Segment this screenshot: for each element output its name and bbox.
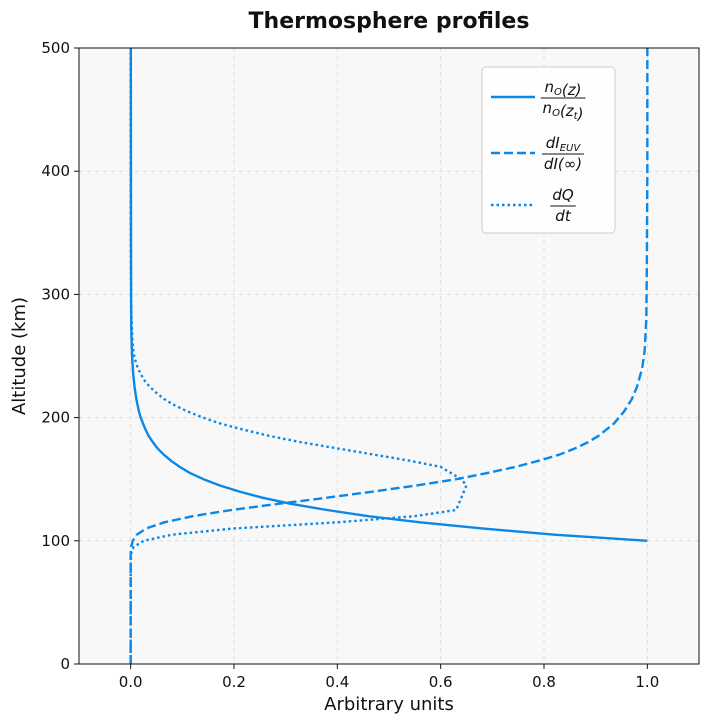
euv-intensity-line	[129, 48, 649, 664]
legend-entry-heating-rate: dQ dt	[491, 186, 576, 225]
legend-entry-euv-intensity-numerator: dIEUV	[546, 134, 582, 154]
y-tick-label: 200	[41, 409, 70, 427]
y-axis-label: Altitude (km)	[9, 297, 30, 415]
y-tick-label: 400	[41, 162, 70, 180]
x-axis: 0.0 0.2 0.4 0.6 0.8 1.0	[119, 664, 659, 691]
y-axis: 0 100 200 300 400 500	[41, 39, 79, 673]
legend-entry-neutral-oxygen-denominator: nO(zt)	[543, 99, 584, 123]
x-tick-label: 0.4	[325, 673, 349, 691]
plot-frame	[78, 47, 700, 665]
y-tick-label: 300	[41, 285, 70, 303]
legend-entry-neutral-oxygen-numerator: nO(z)	[545, 78, 582, 99]
legend-box	[481, 66, 616, 234]
x-axis-label: Arbitrary units	[324, 694, 454, 715]
y-tick-label: 100	[41, 532, 70, 550]
y-tick-label: 500	[41, 39, 70, 57]
x-tick-label: 0.6	[429, 673, 453, 691]
chart-title: Thermosphere profiles	[249, 9, 530, 34]
legend-entry-neutral-oxygen: nO(z)nO(zt)	[491, 78, 586, 123]
x-tick-label: 0.8	[532, 673, 556, 691]
x-tick-label: 0.0	[119, 673, 143, 691]
series-layer	[129, 48, 649, 664]
y-tick-label: 0	[60, 655, 70, 673]
legend-entry-heating-rate-numerator: dQ	[552, 186, 574, 204]
x-tick-label: 0.2	[222, 673, 246, 691]
neutral-oxygen-line	[129, 48, 648, 542]
grid	[79, 47, 699, 665]
legend-entry-heating-rate-denominator: dt	[555, 207, 572, 225]
x-tick-label: 1.0	[635, 673, 659, 691]
heating-rate-line	[129, 48, 468, 664]
legend-entry-euv-intensity-denominator: dI(∞)	[544, 155, 582, 173]
